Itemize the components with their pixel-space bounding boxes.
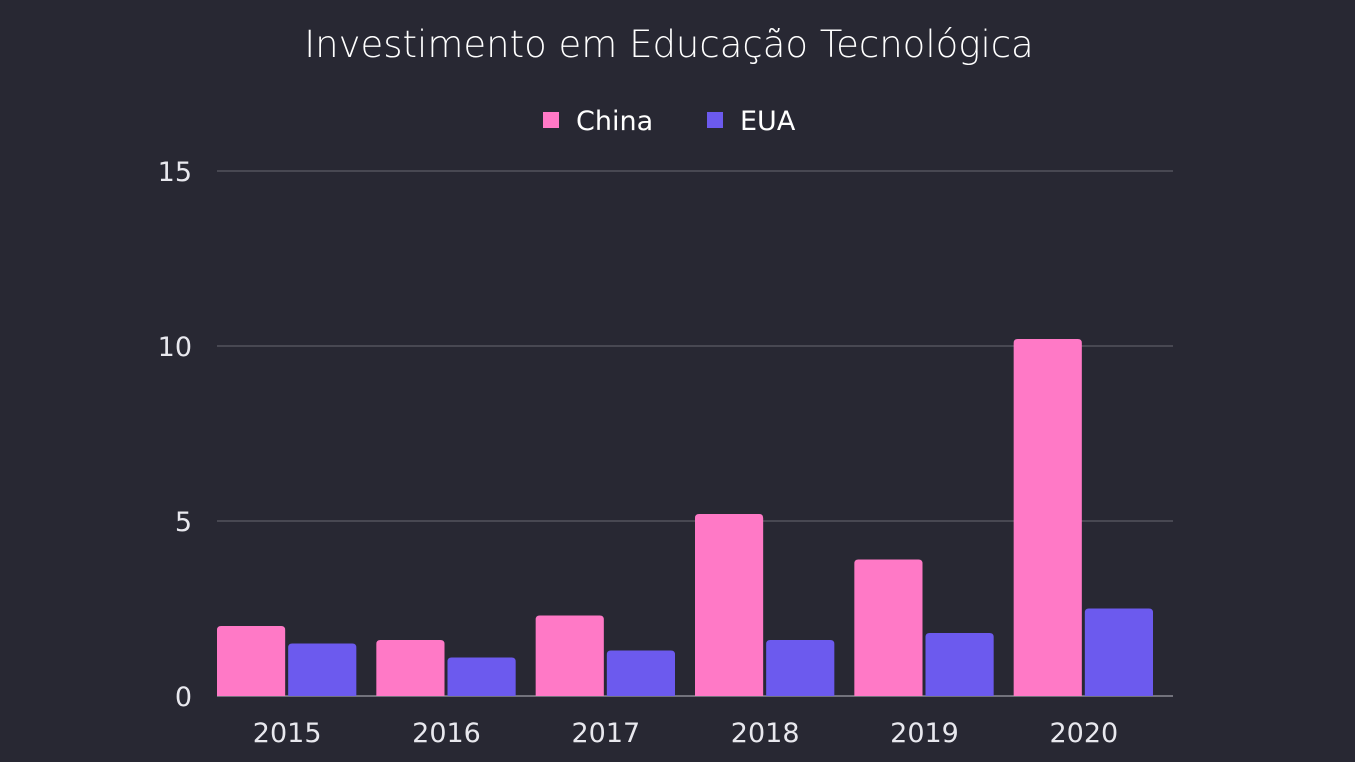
legend-swatch-china [543,112,559,128]
bar-china-2018 [695,514,764,696]
x-tick-label: 2020 [1049,718,1118,749]
bars [217,339,1153,696]
bar-china-2017 [535,615,604,696]
y-tick-label: 0 [175,682,192,713]
legend-label-china: China [576,106,653,137]
x-tick-label: 2019 [890,718,959,749]
legend-label-eua: EUA [740,106,796,137]
bar-china-2020 [1013,339,1082,696]
bar-eua-2018 [766,640,835,696]
x-axis-ticks: 2015 2016 2017 2018 2019 2020 [253,718,1118,749]
bar-eua-2017 [606,650,675,696]
y-tick-label: 15 [158,157,192,188]
x-tick-label: 2015 [253,718,322,749]
bar-china-2016 [376,640,445,696]
bar-eua-2016 [447,657,516,696]
y-axis-ticks: 0 5 10 15 [158,157,192,713]
bar-china-2019 [854,559,923,696]
bar-eua-2019 [925,633,994,696]
bar-eua-2020 [1084,608,1153,696]
y-tick-label: 5 [175,507,192,538]
y-tick-label: 10 [158,332,192,363]
chart-title: Investimento em Educação Tecnológica [304,23,1034,66]
x-tick-label: 2018 [731,718,800,749]
bar-china-2015 [217,626,286,696]
x-tick-label: 2016 [412,718,481,749]
legend-swatch-eua [707,112,723,128]
bar-eua-2015 [288,643,357,696]
legend: China EUA [543,106,796,137]
x-tick-label: 2017 [571,718,640,749]
